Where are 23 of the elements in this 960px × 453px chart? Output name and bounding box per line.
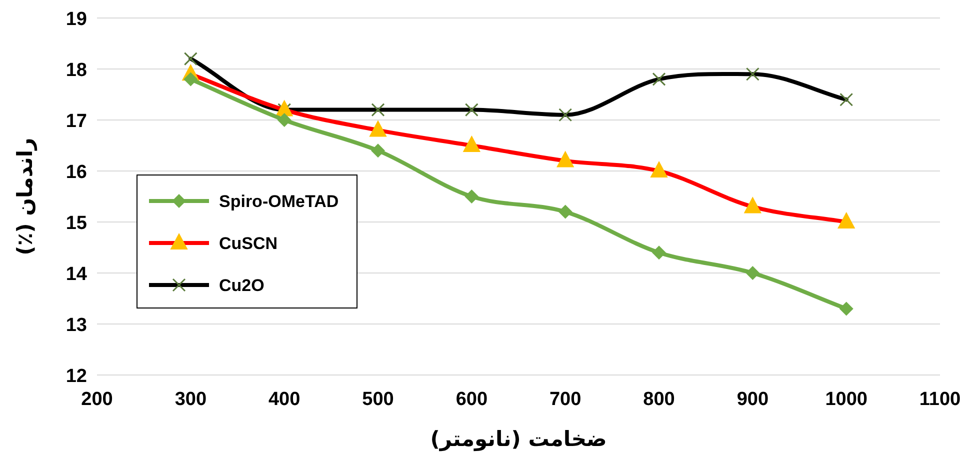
y-tick-label: 19 <box>66 9 87 30</box>
x-tick-label: 500 <box>362 389 394 410</box>
x-tick-label: 400 <box>268 389 300 410</box>
y-tick-label: 14 <box>66 264 88 285</box>
y-tick-label: 17 <box>66 111 87 132</box>
y-tick-label: 15 <box>66 213 88 234</box>
x-tick-label: 300 <box>174 389 207 410</box>
y-axis-title: راندمان (٪) <box>13 138 38 256</box>
x-tick-label: 900 <box>736 389 769 410</box>
x-axis-title: ضخامت (نانومتر) <box>430 427 607 452</box>
y-tick-label: 18 <box>66 60 87 81</box>
x-tick-label: 1100 <box>919 389 960 410</box>
x-tick-label: 800 <box>643 389 675 410</box>
legend-label: CuSCN <box>219 234 278 253</box>
x-tick-label: 200 <box>81 389 113 410</box>
x-tick-label: 600 <box>456 389 488 410</box>
y-tick-label: 12 <box>66 366 87 387</box>
x-tick-label: 1000 <box>825 389 868 410</box>
legend-label: Spiro-OMeTAD <box>219 192 339 211</box>
y-tick-label: 13 <box>66 315 87 336</box>
x-tick-label: 700 <box>549 389 582 410</box>
legend-label: Cu2O <box>219 276 264 295</box>
y-tick-label: 16 <box>66 162 87 183</box>
